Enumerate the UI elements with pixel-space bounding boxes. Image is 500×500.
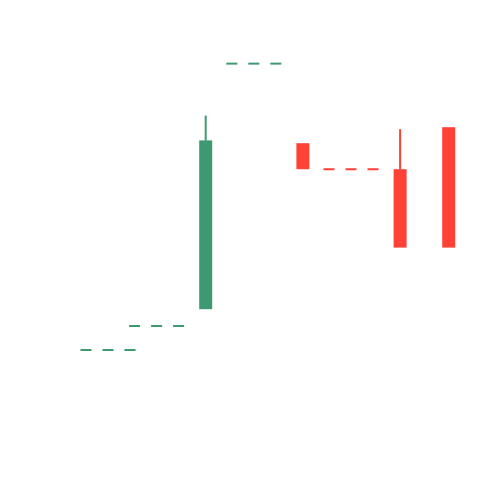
candle-7 (442, 127, 456, 248)
candle-body (296, 143, 310, 170)
candle-body (442, 127, 456, 248)
candle-6 (393, 129, 407, 248)
candle-body (393, 169, 407, 248)
candle-4 (296, 143, 310, 170)
candles-layer (80, 62, 456, 351)
candle-body (199, 140, 213, 310)
candle-2 (199, 115, 213, 310)
